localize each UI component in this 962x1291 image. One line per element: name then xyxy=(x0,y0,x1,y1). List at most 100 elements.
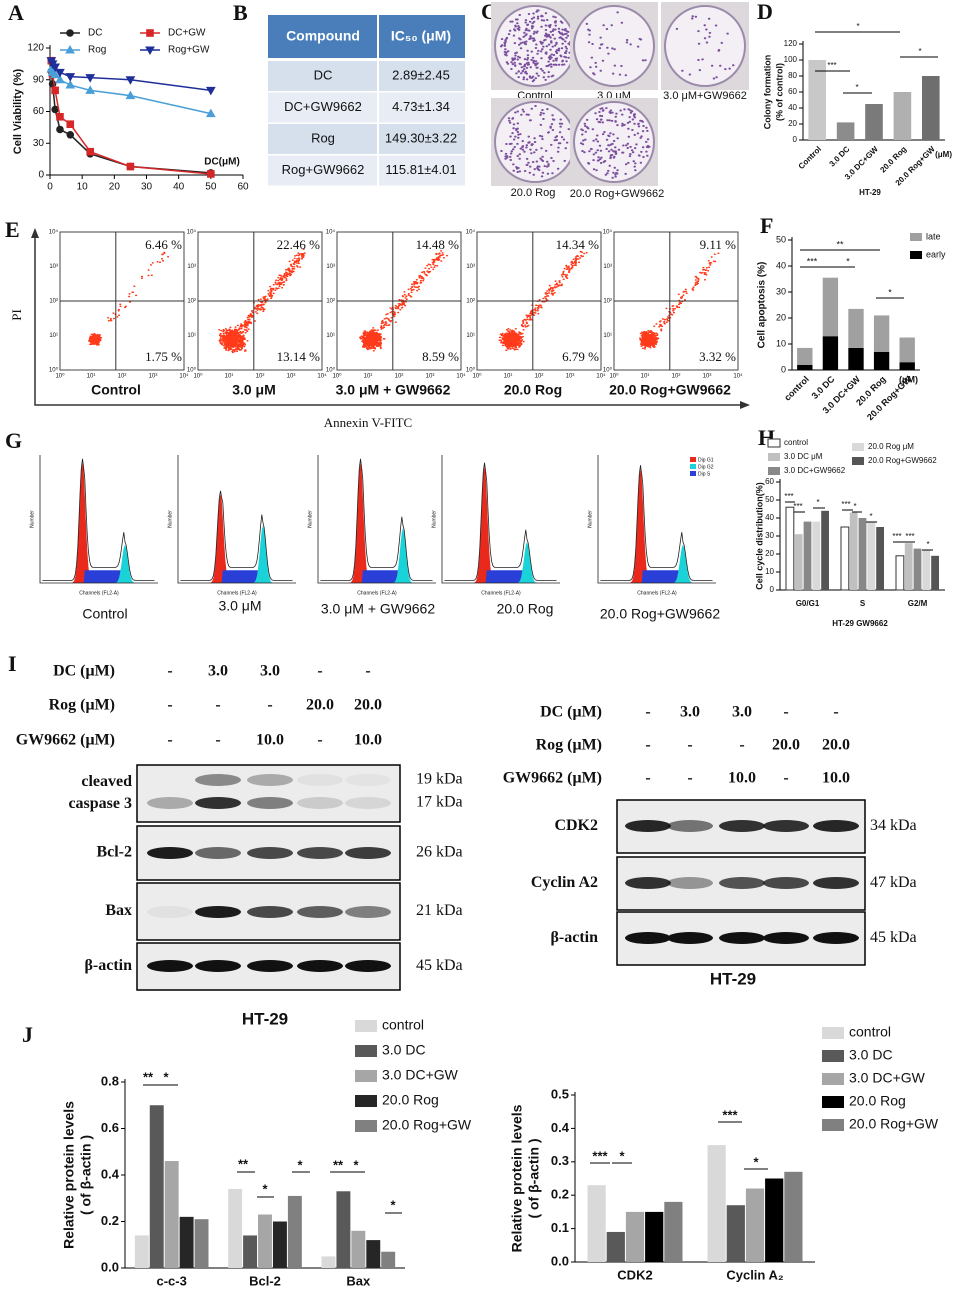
table-row xyxy=(379,92,465,123)
bar xyxy=(794,534,803,590)
legend-swatch xyxy=(690,464,696,469)
treatment-value: - xyxy=(645,737,650,754)
y-tick-label: 0 xyxy=(781,364,786,374)
y-tick-label: 100 xyxy=(784,55,798,64)
decade-tick: 10¹ xyxy=(641,374,650,380)
histogram-axis-label: Channels (FL2-A) xyxy=(357,590,397,596)
table-header xyxy=(268,15,465,58)
bar xyxy=(840,526,850,591)
legend-swatch xyxy=(355,1045,377,1057)
decade-tick: 10¹ xyxy=(187,333,196,339)
bar-segment xyxy=(797,347,813,365)
y-axis-label: Cell cycle distribution(%) xyxy=(754,482,764,590)
bar xyxy=(893,92,912,140)
bar-segment xyxy=(899,337,915,363)
significance-label: * xyxy=(888,287,892,297)
table-row xyxy=(379,61,465,91)
colonies xyxy=(579,107,651,179)
treatment-label: Rog (μM) xyxy=(49,697,115,714)
treatment-label: DC (μM) xyxy=(540,704,602,721)
legend-label: 20.0 Rog xyxy=(382,1092,439,1108)
cell-cycle: Number Channels (FL2-A) Control Number Chann… xyxy=(29,455,720,622)
legend-swatch xyxy=(822,1027,844,1039)
s-phase xyxy=(75,570,129,583)
y-tick-label: 0.0 xyxy=(101,1259,119,1274)
decade-tick: 10⁴ xyxy=(317,373,327,380)
s-phase xyxy=(633,570,687,583)
blot-band xyxy=(667,877,713,889)
y-tick-label: 20 xyxy=(765,549,774,558)
histogram-axes xyxy=(177,455,296,584)
table-cell: 2.89±2.45 xyxy=(392,67,450,82)
g1-peak xyxy=(627,467,652,583)
kda-label: 45 kDa xyxy=(416,957,463,974)
y-tick-label: 10 xyxy=(776,338,786,348)
flow-label: 3.0 μM + GW9662 xyxy=(336,382,451,398)
decade-tick: 10⁰ xyxy=(603,367,613,374)
y-tick-label: 0.8 xyxy=(101,1073,119,1088)
legend-label: 20.0 Rog+GW xyxy=(382,1117,472,1133)
s-phase xyxy=(477,570,531,583)
table-cell: Rog+GW9662 xyxy=(282,162,365,177)
legend-label: 3.0 DC xyxy=(849,1047,893,1063)
bar xyxy=(821,510,829,590)
bar xyxy=(645,1211,664,1262)
colony-image: 20.0 Rog xyxy=(491,98,579,199)
blot-caption: HT-29 xyxy=(242,1009,288,1028)
quadrant-percent: 13.14 % xyxy=(277,349,321,364)
legend-label: early xyxy=(926,249,946,259)
legend-swatch xyxy=(355,1070,377,1082)
legend-label: 3.0 DC+GW xyxy=(382,1067,459,1083)
blot-band xyxy=(297,797,343,809)
marker xyxy=(55,68,65,78)
colony-label: 3.0 μM+GW9662 xyxy=(663,90,747,102)
bar xyxy=(808,60,827,140)
treatment-value: - xyxy=(167,697,172,714)
decade-tick: 10⁰ xyxy=(326,367,336,374)
histogram-outline xyxy=(180,490,293,581)
bar xyxy=(228,1188,243,1268)
legend-label: late xyxy=(926,231,941,241)
y-axis-label: Relative protein levels xyxy=(61,1101,77,1249)
decade-tick: 10¹ xyxy=(466,333,475,339)
y-tick-label: 0.4 xyxy=(101,1166,120,1181)
decade-tick: 10³ xyxy=(287,374,296,380)
panel-label: B xyxy=(233,0,248,25)
quadrant-percent: 1.75 % xyxy=(145,349,182,364)
histogram-axes xyxy=(441,455,560,584)
decade-tick: 10⁰ xyxy=(193,373,203,380)
panel-label: A xyxy=(8,0,24,25)
bar xyxy=(664,1201,683,1262)
blot-band xyxy=(625,877,671,889)
table-cell: 149.30±3.22 xyxy=(385,130,457,145)
quadrant-percent: 8.59 % xyxy=(422,349,459,364)
flow-events xyxy=(87,251,170,346)
blot-band xyxy=(195,847,241,859)
ic50-table: Compound IC₅₀ (μM) DC 2.89±2.45 DC+GW9662 4.7… xyxy=(268,15,465,187)
y-tick-label: 0.2 xyxy=(101,1213,119,1228)
histogram-outline xyxy=(444,462,557,581)
blot-band xyxy=(813,877,859,889)
y-tick-label: 30 xyxy=(765,531,774,540)
treatment-value: - xyxy=(167,663,172,680)
marker xyxy=(66,29,74,37)
blot-band xyxy=(297,906,343,918)
marker xyxy=(65,80,76,89)
colony-image: 3.0 μM xyxy=(570,2,658,102)
histogram-label: Control xyxy=(82,606,127,622)
table-header-cell: Compound xyxy=(286,28,360,44)
bar xyxy=(836,122,855,140)
significance-label: * xyxy=(353,1157,359,1172)
marker xyxy=(205,86,216,96)
kda-label: 34 kDa xyxy=(870,817,917,834)
decade-tick: 10³ xyxy=(326,264,335,270)
y-tick-label: 0 xyxy=(793,135,798,144)
decade-tick: 10⁴ xyxy=(326,229,336,236)
bar xyxy=(895,555,905,591)
significance-label: ** xyxy=(836,239,844,249)
treatment-label: GW9662 (μM) xyxy=(16,732,115,749)
legend-swatch xyxy=(690,471,696,476)
legend-label: 3.0 DC+GW9662 xyxy=(784,466,846,475)
x-tick-label: c-c-3 xyxy=(156,1273,186,1288)
chart: 0 20 40 60 80 100 120 Colony formation (% of con… xyxy=(762,22,952,197)
